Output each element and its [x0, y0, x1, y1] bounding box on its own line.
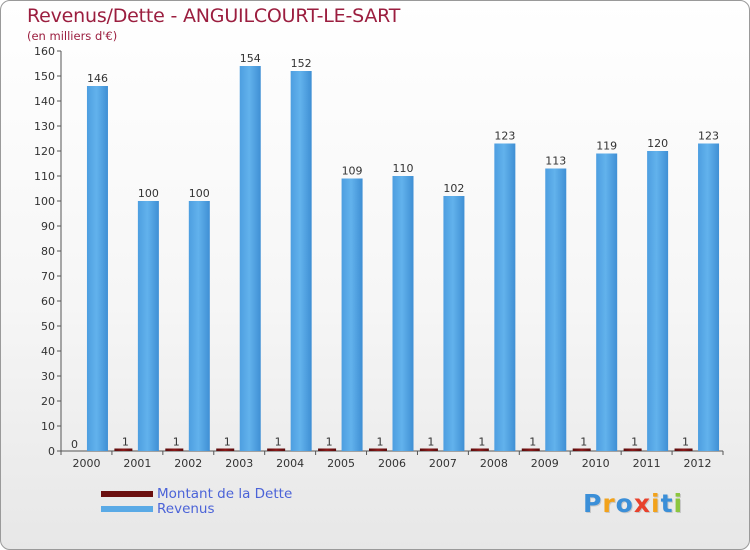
x-tick-label: 2000 [72, 457, 100, 470]
data-label-dette: 1 [682, 436, 689, 449]
data-label-dette: 1 [275, 436, 282, 449]
x-tick-label: 2011 [633, 457, 661, 470]
data-label-revenus: 146 [87, 72, 108, 85]
x-tick-label: 2010 [582, 457, 610, 470]
data-label-revenus: 152 [291, 57, 312, 70]
x-tick-label: 2002 [174, 457, 202, 470]
data-label-dette: 1 [122, 436, 129, 449]
bar-revenus [545, 168, 567, 451]
logo-letter: i [651, 489, 661, 518]
legend-label-dette: Montant de la Dette [157, 486, 293, 502]
logo-letter: i [673, 489, 684, 518]
data-label-dette: 1 [173, 436, 180, 449]
data-label-revenus: 119 [596, 140, 617, 153]
bar-dette [674, 448, 693, 451]
x-tick-label: 2001 [123, 457, 151, 470]
data-label-dette: 1 [224, 436, 231, 449]
x-tick-label: 2007 [429, 457, 457, 470]
y-tick-label: 0 [48, 445, 55, 458]
logo-letter: o [615, 489, 634, 518]
data-label-revenus: 113 [545, 155, 566, 168]
data-label-revenus: 100 [189, 187, 210, 200]
y-tick-label: 40 [41, 345, 55, 358]
bar-revenus [239, 66, 261, 451]
y-tick-label: 30 [41, 370, 55, 383]
y-tick-label: 60 [41, 295, 55, 308]
bar-revenus [596, 153, 618, 451]
data-label-dette: 1 [427, 436, 434, 449]
x-tick-label: 2006 [378, 457, 406, 470]
y-tick-label: 10 [41, 420, 55, 433]
x-tick-label: 2008 [480, 457, 508, 470]
chart-title: Revenus/Dette - ANGUILCOURT-LE-SART [27, 5, 401, 27]
bar-revenus [698, 143, 720, 451]
bar-revenus [137, 201, 159, 451]
bar-dette [216, 448, 235, 451]
data-label-dette: 1 [580, 436, 587, 449]
y-tick-label: 150 [34, 70, 55, 83]
y-tick-label: 110 [34, 170, 55, 183]
data-label-revenus: 109 [342, 165, 363, 178]
bar-revenus [494, 143, 516, 451]
bar-dette [623, 448, 642, 451]
x-tick-label: 2003 [225, 457, 253, 470]
y-tick-label: 80 [41, 245, 55, 258]
y-tick-label: 140 [34, 95, 55, 108]
data-label-dette: 1 [631, 436, 638, 449]
legend-label-revenus: Revenus [157, 501, 215, 517]
data-label-revenus: 154 [240, 52, 261, 65]
logo-letter: P [583, 489, 603, 518]
bar-revenus [188, 201, 210, 451]
bar-dette [521, 448, 540, 451]
x-tick-label: 2005 [327, 457, 355, 470]
logo-letter: t [660, 489, 674, 518]
bar-dette [267, 448, 286, 451]
data-label-revenus: 123 [698, 130, 719, 143]
data-label-dette: 1 [377, 436, 384, 449]
y-tick-label: 50 [41, 320, 55, 333]
bar-dette [419, 448, 438, 451]
chart-subtitle: (en milliers d'€) [27, 29, 118, 43]
legend-swatch-dette [101, 491, 153, 497]
bar-revenus [290, 71, 312, 451]
y-tick-label: 90 [41, 220, 55, 233]
data-label-revenus: 120 [647, 137, 668, 150]
data-label-dette: 1 [478, 436, 485, 449]
y-tick-label: 20 [41, 395, 55, 408]
y-tick-label: 130 [34, 120, 55, 133]
bar-dette [572, 448, 591, 451]
data-label-dette: 0 [71, 438, 78, 451]
y-tick-label: 70 [41, 270, 55, 283]
y-tick-label: 160 [34, 45, 55, 58]
data-label-revenus: 100 [138, 187, 159, 200]
bar-dette [165, 448, 184, 451]
bar-revenus [341, 178, 363, 451]
data-label-revenus: 110 [393, 162, 414, 175]
data-label-revenus: 123 [494, 130, 515, 143]
bar-dette [369, 448, 387, 451]
data-label-dette: 1 [529, 436, 536, 449]
y-tick-label: 100 [34, 195, 55, 208]
bar-revenus [443, 196, 465, 451]
bar-revenus [86, 86, 108, 451]
x-tick-label: 2009 [531, 457, 559, 470]
proxiti-logo: Proxiti [583, 489, 683, 518]
legend-swatch-revenus [101, 506, 153, 512]
x-tick-label: 2012 [684, 457, 712, 470]
bar-revenus [647, 151, 669, 451]
y-tick-label: 120 [34, 145, 55, 158]
logo-letter: r [602, 489, 616, 518]
bar-dette [114, 448, 133, 451]
logo-letter: x [633, 489, 651, 518]
bar-dette [318, 448, 337, 451]
data-label-revenus: 102 [443, 182, 464, 195]
data-label-dette: 1 [326, 436, 333, 449]
bar-revenus [392, 176, 414, 451]
bar-dette [470, 448, 489, 451]
x-tick-label: 2004 [276, 457, 304, 470]
